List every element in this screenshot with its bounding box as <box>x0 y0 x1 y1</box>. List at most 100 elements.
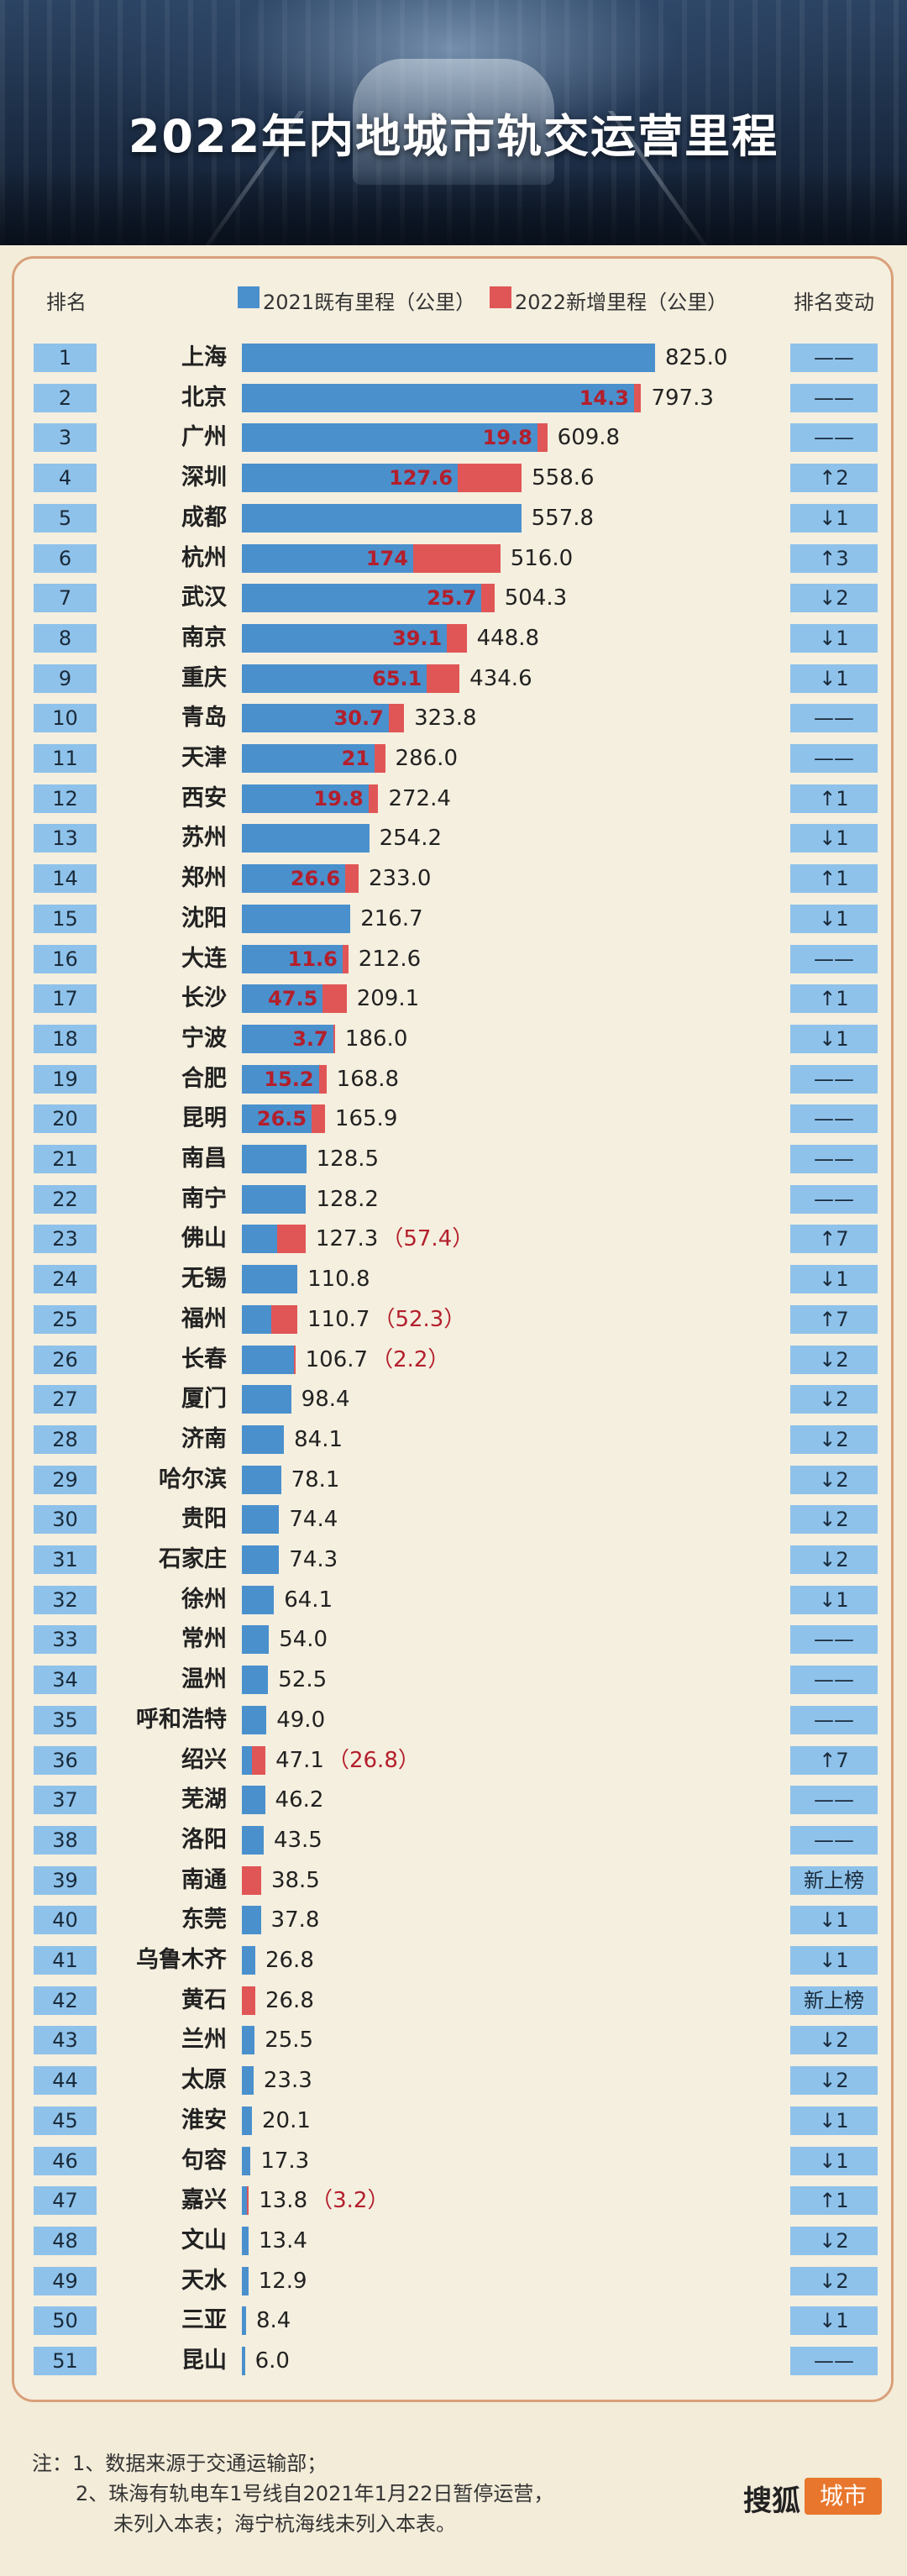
total-value-label: 110.8 <box>307 1267 370 1292</box>
city-label: 济南 <box>181 1426 227 1452</box>
rank-change-cell: ↓1 <box>790 1265 878 1293</box>
rank-cell: 29 <box>34 1466 97 1494</box>
increase-value-label: 174 <box>365 547 408 570</box>
total-value-label: 233.0 <box>368 866 432 891</box>
increase-value-label: 26.5 <box>256 1107 307 1131</box>
rank-change-cell: —— <box>790 1706 878 1734</box>
rank-cell: 11 <box>34 744 97 773</box>
city-label: 黄石 <box>181 1987 227 2013</box>
total-value-label: 74.4 <box>289 1507 338 1532</box>
city-label: 三亚 <box>181 2307 227 2333</box>
rank-cell: 14 <box>34 864 97 893</box>
total-value-label: 128.5 <box>316 1146 380 1172</box>
city-label: 厦门 <box>181 1386 227 1412</box>
increase-value-label: 19.8 <box>482 426 532 449</box>
bar-base-segment <box>242 464 459 492</box>
legend-label-base: 2021既有里程（公里） <box>263 291 476 314</box>
rank-cell: 50 <box>34 2306 97 2335</box>
bar-base-segment <box>242 1666 269 1694</box>
rank-change-cell: —— <box>790 1666 878 1694</box>
increase-value-label: 127.6 <box>389 466 454 490</box>
city-label: 徐州 <box>181 1587 227 1613</box>
note-line-1: 注：1、数据来源于交通运输部； <box>32 2452 328 2475</box>
rank-change-cell: ↓1 <box>790 2106 878 2135</box>
rank-change-cell: ↓1 <box>790 2147 878 2175</box>
rank-cell: 9 <box>34 664 97 693</box>
rank-cell: 43 <box>34 2026 97 2054</box>
sohu-city-badge: 城市 <box>805 2478 882 2515</box>
bar-base-segment <box>242 344 655 372</box>
bar-base-segment <box>242 1025 333 1053</box>
city-label: 天津 <box>181 745 227 771</box>
increase-value-label: 3.7 <box>292 1027 328 1051</box>
note-line-2: 2、珠海有轨电车1号线自2021年1月22日暂停运营， <box>76 2482 554 2505</box>
rank-change-cell: ↓1 <box>790 624 878 653</box>
city-label: 南通 <box>181 1867 227 1893</box>
rank-change-cell: ↑7 <box>790 1305 878 1334</box>
rank-change-cell: ↓2 <box>790 584 878 612</box>
total-value-label: 49.0 <box>276 1708 326 1733</box>
bar-base-segment <box>242 1225 277 1253</box>
bar-increase-segment <box>312 1104 325 1133</box>
rank-change-cell: ↓1 <box>790 1025 878 1053</box>
city-label: 嘉兴 <box>181 2187 227 2213</box>
rank-cell: 35 <box>34 1706 97 1734</box>
rank-cell: 26 <box>34 1346 97 1374</box>
bar-base-segment <box>242 2267 249 2295</box>
rank-change-cell: ↓1 <box>790 1946 878 1975</box>
bar-base-segment <box>242 1746 253 1775</box>
bar-base-segment <box>242 504 522 533</box>
city-label: 南昌 <box>181 1146 227 1172</box>
increase-value-label: 14.3 <box>579 386 629 410</box>
bar-base-segment <box>242 2347 245 2375</box>
legend-swatch-base <box>238 286 260 308</box>
total-value-label: 54.0 <box>279 1627 328 1652</box>
rank-change-cell: 新上榜 <box>790 1866 878 1895</box>
rank-change-cell: —— <box>790 1786 878 1814</box>
city-label: 句容 <box>181 2148 227 2174</box>
bar-base-segment <box>242 1706 267 1734</box>
chart-card <box>12 256 894 2402</box>
rank-change-cell: ↓1 <box>790 504 878 533</box>
total-value-label: 23.3 <box>263 2068 312 2093</box>
rank-cell: 25 <box>34 1305 97 1334</box>
city-label: 长沙 <box>181 985 227 1011</box>
train-illustration <box>353 59 554 185</box>
city-label: 呼和浩特 <box>136 1707 227 1733</box>
city-label: 西安 <box>181 785 227 811</box>
increase-value-label: 26.6 <box>290 867 341 890</box>
total-value-label: 26.8 <box>265 1948 314 1973</box>
total-value-label: 20.1 <box>261 2108 311 2133</box>
rank-cell: 33 <box>34 1625 97 1654</box>
increase-value-label: 25.7 <box>427 586 477 610</box>
total-value-label: 254.2 <box>379 826 443 851</box>
bar-base-segment <box>242 1185 307 1214</box>
rank-cell: 49 <box>34 2267 97 2295</box>
rank-change-cell: ↑3 <box>790 544 878 573</box>
total-value-label: 13.8 （3.2） <box>259 2188 390 2213</box>
increase-paren-label: （2.2） <box>371 1347 450 1372</box>
bar-increase-segment <box>242 1866 261 1895</box>
city-label: 上海 <box>181 344 227 370</box>
increase-value-label: 30.7 <box>333 706 384 730</box>
rank-change-cell: ↓2 <box>790 1505 878 1534</box>
total-value-label: 78.1 <box>291 1467 340 1493</box>
bar-increase-segment <box>242 1986 255 2015</box>
city-label: 昆明 <box>181 1105 227 1131</box>
rank-change-cell: ↓1 <box>790 1586 878 1614</box>
bar-increase-segment <box>375 744 385 773</box>
bar-base-segment <box>242 2227 249 2255</box>
city-label: 佛山 <box>181 1225 227 1251</box>
city-label: 常州 <box>181 1626 227 1652</box>
city-label: 洛阳 <box>181 1827 227 1853</box>
bar-base-segment <box>242 905 351 933</box>
rank-change-cell: ↑7 <box>790 1225 878 1253</box>
city-label: 大连 <box>181 946 227 972</box>
city-label: 天水 <box>181 2268 227 2294</box>
bar-base-segment <box>242 1505 280 1534</box>
rank-change-cell: ↓2 <box>790 2066 878 2095</box>
bar-base-segment <box>242 1466 281 1494</box>
city-label: 北京 <box>181 385 227 411</box>
rank-cell: 51 <box>34 2347 97 2375</box>
rank-cell: 6 <box>34 544 97 573</box>
